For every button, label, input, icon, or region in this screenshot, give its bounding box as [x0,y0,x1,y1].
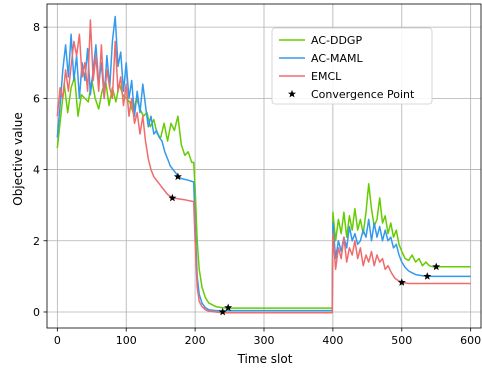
x-tick-label: 500 [391,334,412,347]
legend-star-icon [288,89,296,98]
y-tick-label: 6 [33,92,40,105]
convergence-point-marker [432,262,441,271]
y-tick-label: 0 [33,306,40,319]
legend-label: AC-MAML [311,52,363,65]
x-tick-label: 300 [254,334,275,347]
convergence-point-marker [168,193,177,202]
legend-label: EMCL [311,70,342,83]
x-tick-label: 200 [185,334,206,347]
x-tick-label: 0 [54,334,61,347]
x-tick-label: 400 [322,334,343,347]
x-tick-label: 600 [460,334,481,347]
x-axis-label: Time slot [237,352,293,366]
x-axis: 0 100 200 300 400 500 600 [54,328,481,347]
convergence-point-marker [218,307,227,316]
legend-box [271,27,433,105]
y-axis-label: Objective value [11,112,25,206]
convergence-point-marker [423,272,432,280]
convergence-point-marker [224,303,233,312]
y-tick-label: 8 [33,21,40,34]
convergence-point-marker [173,172,182,181]
legend-label: AC-DDGP [311,34,362,47]
convergence-point-marker [397,278,406,286]
y-axis: 0 2 4 6 8 [33,21,47,319]
series-line-ac-ddgp [56,76,471,309]
y-tick-label: 2 [33,235,40,248]
legend: AC-DDGP AC-MAML EMCL Convergence Point [271,27,433,105]
y-tick-label: 4 [33,164,40,177]
legend-label: Convergence Point [311,88,415,101]
x-tick-label: 100 [116,334,137,347]
convergence-markers [168,172,441,316]
